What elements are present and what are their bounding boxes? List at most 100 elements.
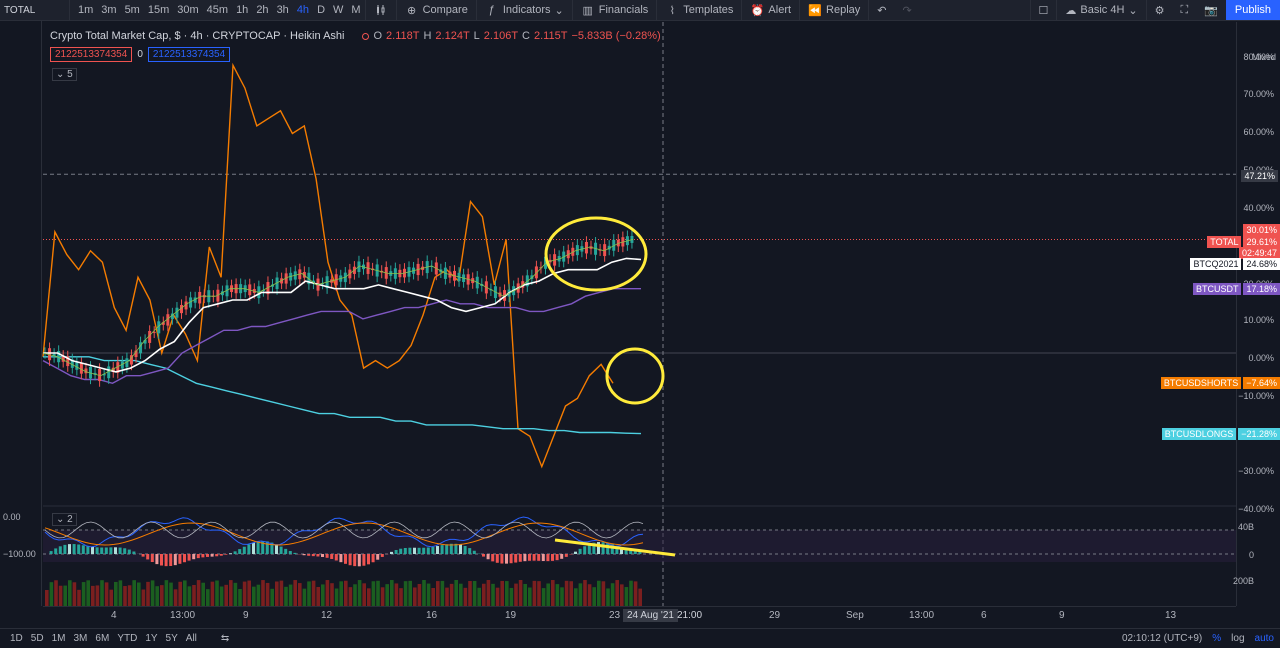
auto-toggle[interactable]: auto: [1254, 633, 1274, 644]
snapshot-button[interactable]: 📷: [1196, 0, 1226, 20]
interval-45m[interactable]: 45m: [206, 4, 229, 16]
scale-mode[interactable]: Mixed: [1251, 52, 1276, 62]
publish-button[interactable]: Publish: [1225, 0, 1280, 20]
candle-body: [170, 313, 174, 320]
fullscreen-button[interactable]: ⛶: [1173, 0, 1197, 20]
source-box-blue[interactable]: 2122513374354: [147, 47, 231, 62]
price-tick: −30.00%: [1238, 466, 1274, 476]
volume-bar: [440, 580, 445, 606]
histogram-bar: [210, 554, 214, 557]
interval-2h[interactable]: 2h: [256, 4, 269, 16]
high-label: H: [423, 30, 432, 42]
interval-3h[interactable]: 3h: [276, 4, 289, 16]
candle-body: [311, 280, 315, 284]
indicators-button[interactable]: ƒ Indicators ⌄: [477, 0, 573, 20]
histogram-bar: [537, 554, 541, 561]
replay-button[interactable]: ⏪ Replay: [800, 0, 870, 20]
volume-bar: [624, 587, 629, 606]
redo-button[interactable]: ↷: [895, 0, 920, 20]
candle-body: [544, 256, 547, 269]
interval-15m[interactable]: 15m: [147, 4, 170, 16]
interval-D[interactable]: D: [317, 4, 326, 16]
templates-button[interactable]: ⌇ Templates: [657, 0, 743, 20]
fullscreen-icon: ⛶: [1180, 3, 1189, 16]
time-tick: 6: [981, 610, 987, 621]
goto-date-icon[interactable]: ⇆: [220, 633, 230, 644]
histogram-bar: [160, 554, 163, 566]
volume-tick: 0: [1248, 550, 1254, 560]
range-3m[interactable]: 3M: [73, 633, 88, 644]
series-name-label: BTCUSDT: [1192, 283, 1242, 295]
range-5y[interactable]: 5Y: [165, 633, 178, 644]
histogram-bar: [196, 554, 200, 559]
time-tick: 4: [111, 610, 117, 621]
interval-1m[interactable]: 1m: [78, 4, 94, 16]
time-tick: 12: [321, 610, 333, 621]
indicators-collapse-button[interactable]: ⌄ 5: [52, 68, 77, 81]
undo-icon: ↶: [877, 4, 887, 17]
oscillator-collapse-button[interactable]: ⌄ 2: [52, 513, 77, 526]
interval-4h[interactable]: 4h: [296, 4, 310, 16]
range-ytd[interactable]: YTD: [117, 633, 138, 644]
volume-bar: [146, 581, 150, 606]
interval-5m[interactable]: 5m: [124, 4, 140, 16]
interval-1h[interactable]: 1h: [236, 4, 249, 16]
range-1m[interactable]: 1M: [51, 633, 66, 644]
range-6m[interactable]: 6M: [95, 633, 110, 644]
main-chart[interactable]: 0.00 −100.00: [3, 22, 1236, 606]
histogram-bar: [413, 547, 416, 554]
price-axis[interactable]: Mixed 80.00%70.00%60.00%50.00%40.00%20.0…: [1160, 22, 1280, 606]
symbol-search[interactable]: TOTAL: [0, 0, 70, 20]
volume-bar: [459, 583, 463, 606]
undo-button[interactable]: ↶: [869, 0, 894, 20]
toolbar-right: ☐ ☁ Basic 4H ⌄ ⚙ ⛶ 📷 Publish: [1029, 0, 1280, 20]
histogram-bar: [399, 548, 403, 554]
compare-button[interactable]: ⊕ Compare: [397, 0, 477, 20]
clock[interactable]: 02:10:12 (UTC+9): [1121, 633, 1203, 644]
histogram-bar: [307, 554, 311, 556]
volume-bar: [164, 580, 169, 606]
volume-bar: [472, 580, 477, 606]
range-1d[interactable]: 1D: [10, 633, 23, 644]
histogram-bar: [376, 554, 380, 560]
volume-bar: [468, 581, 472, 606]
settings-button[interactable]: ⚙: [1147, 0, 1173, 20]
volume-bar: [91, 585, 95, 606]
candle-body: [607, 245, 611, 250]
camera-icon: 📷: [1204, 4, 1218, 17]
histogram-bar: [463, 545, 467, 554]
plus-circle-icon: ⊕: [406, 4, 417, 17]
layout-select[interactable]: ☁ Basic 4H ⌄: [1057, 0, 1147, 20]
histogram-bar: [325, 554, 329, 558]
range-all[interactable]: All: [185, 633, 197, 644]
time-axis[interactable]: 4 13:00 9 12 16 19 23 29 Sep 13:00 6 9 13 24 Aug '21 2…: [43, 606, 1236, 624]
percent-toggle[interactable]: %: [1212, 633, 1222, 644]
source-box-red[interactable]: 2122513374354: [50, 47, 133, 62]
log-toggle[interactable]: log: [1231, 633, 1245, 644]
volume-bar: [114, 581, 118, 606]
alert-button[interactable]: ⏰ Alert: [742, 0, 801, 20]
layout-toggle-button[interactable]: ☐: [1029, 0, 1058, 20]
candle-body: [70, 359, 74, 368]
histogram-bar: [150, 554, 154, 563]
histogram-bar: [555, 554, 559, 561]
financials-button[interactable]: ▥ Financials: [573, 0, 658, 20]
range-1y[interactable]: 1Y: [145, 633, 158, 644]
volume-bar: [417, 584, 422, 606]
chart-style-button[interactable]: [366, 0, 397, 20]
interval-W[interactable]: W: [333, 4, 344, 16]
oscillator-count: 2: [67, 514, 73, 525]
volume-bar: [564, 580, 569, 606]
interval-M[interactable]: M: [351, 4, 361, 16]
candle-body: [193, 297, 197, 303]
interval-3m[interactable]: 3m: [101, 4, 117, 16]
histogram-bar: [357, 554, 361, 567]
histogram-bar: [523, 554, 527, 562]
interval-30m[interactable]: 30m: [177, 4, 199, 16]
price-tick: 10.00%: [1243, 315, 1274, 325]
range-5d[interactable]: 5D: [30, 633, 44, 644]
volume-bar: [95, 585, 100, 606]
histogram-bar: [449, 543, 453, 554]
volume-bar: [367, 588, 371, 606]
volume-bar: [431, 587, 435, 606]
